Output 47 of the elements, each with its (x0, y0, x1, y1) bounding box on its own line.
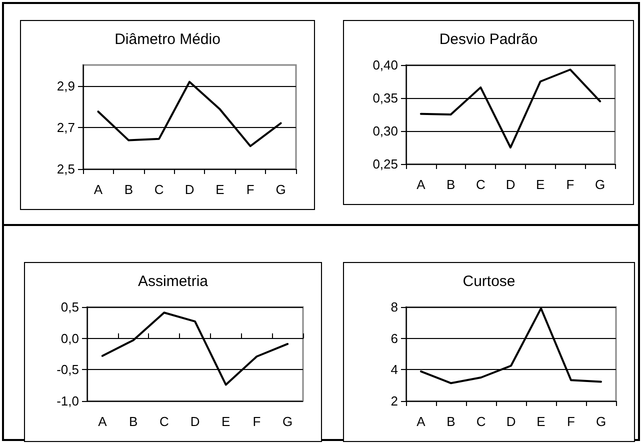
y-tick-label: 0,40 (372, 58, 398, 72)
y-tick-label: 0,30 (372, 124, 398, 138)
y-tick-label: 0,25 (372, 156, 398, 172)
y-tick-label: 2,7 (56, 120, 75, 135)
y-tick-label: 6 (390, 330, 398, 346)
y-tick-label: -0,5 (56, 362, 79, 378)
x-tick-label: A (416, 177, 426, 192)
x-tick-label: A (98, 414, 108, 429)
y-tick-label: 8 (390, 300, 398, 314)
x-tick-label: C (476, 414, 486, 429)
x-tick-label: F (566, 177, 574, 192)
x-tick-label: D (506, 177, 516, 192)
x-tick-label: D (184, 182, 194, 197)
x-tick-label: G (282, 414, 293, 429)
x-tick-label: F (567, 414, 576, 429)
chart-title: Curtose (462, 273, 516, 290)
x-tick-label: C (154, 182, 164, 197)
x-tick-label: D (190, 414, 200, 429)
x-tick-label: G (276, 182, 286, 197)
chart-title: Desvio Padrão (439, 31, 538, 48)
x-tick-label: F (246, 182, 254, 197)
y-tick-label: 0,5 (60, 300, 79, 314)
y-tick-label: 0,0 (60, 330, 79, 346)
x-tick-label: B (128, 414, 138, 429)
x-tick-label: C (476, 177, 486, 192)
x-tick-label: E (222, 414, 231, 429)
x-tick-label: E (536, 414, 546, 429)
y-tick-label: 4 (390, 362, 398, 378)
x-tick-label: F (252, 414, 261, 429)
y-tick-label: 2 (390, 394, 398, 408)
y-tick-label: 0,35 (372, 90, 398, 106)
chart-title: Assimetria (138, 273, 209, 290)
x-tick-label: A (416, 414, 426, 429)
x-tick-label: B (446, 414, 456, 429)
x-tick-label: G (596, 414, 606, 429)
y-tick-label: 2,5 (56, 162, 75, 176)
x-tick-label: E (536, 177, 546, 192)
x-tick-label: D (506, 414, 516, 429)
x-tick-label: C (159, 414, 169, 429)
x-tick-label: B (124, 182, 133, 197)
y-tick-label: -1,0 (56, 394, 79, 408)
x-tick-label: A (94, 182, 103, 197)
x-tick-label: B (446, 177, 456, 192)
x-tick-label: E (216, 182, 225, 197)
y-tick-label: 2,9 (56, 78, 75, 94)
chart-title: Diâmetro Médio (114, 31, 220, 48)
x-tick-label: G (595, 177, 606, 192)
